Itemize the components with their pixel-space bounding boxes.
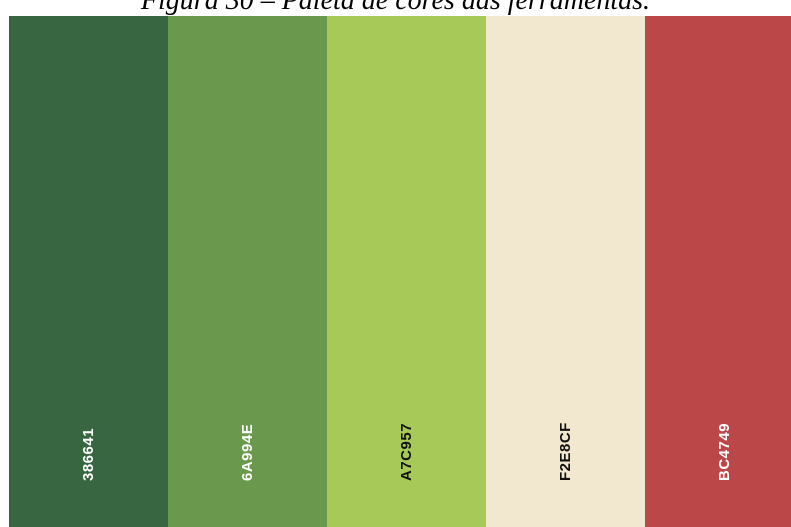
color-swatch: A7C957	[327, 16, 486, 527]
color-swatch: 6A994E	[168, 16, 327, 527]
swatch-hex-label: F2E8CF	[556, 422, 574, 481]
figure-caption: Figura 30 – Paleta de cores das ferramen…	[140, 0, 651, 16]
color-swatch: 386641	[9, 16, 168, 527]
swatch-hex-label: BC4749	[715, 422, 733, 481]
swatch-hex-label: 6A994E	[238, 423, 256, 481]
color-palette: 386641 6A994E A7C957 F2E8CF BC4749	[9, 16, 791, 527]
swatch-hex-label: A7C957	[397, 422, 415, 481]
color-swatch: F2E8CF	[486, 16, 645, 527]
color-swatch: BC4749	[645, 16, 791, 527]
swatch-hex-label: 386641	[79, 427, 97, 481]
